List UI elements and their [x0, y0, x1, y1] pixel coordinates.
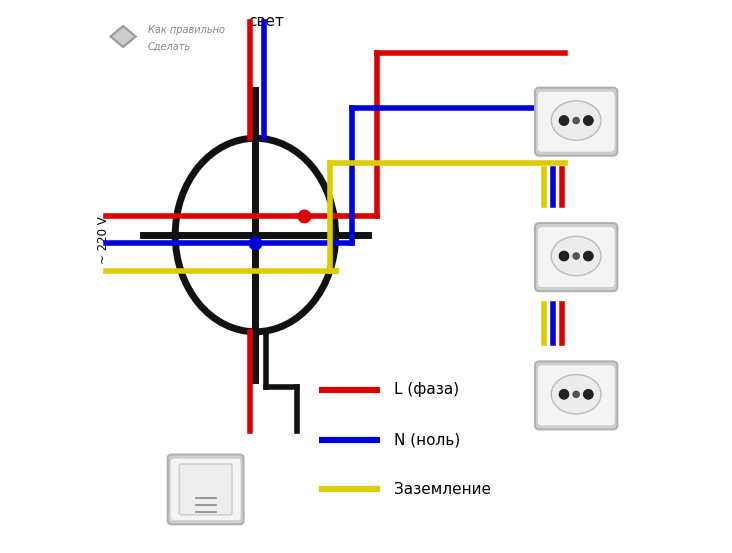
FancyBboxPatch shape [537, 365, 615, 426]
Text: N (ноль): N (ноль) [394, 432, 460, 447]
FancyBboxPatch shape [535, 362, 617, 429]
Text: L (фаза): L (фаза) [394, 382, 459, 398]
Ellipse shape [551, 374, 601, 414]
Text: свет: свет [248, 14, 285, 29]
FancyBboxPatch shape [179, 464, 232, 515]
Circle shape [559, 251, 569, 261]
Circle shape [559, 116, 569, 126]
FancyBboxPatch shape [537, 91, 615, 152]
FancyBboxPatch shape [168, 455, 244, 524]
Ellipse shape [551, 101, 601, 140]
Circle shape [583, 251, 593, 261]
Circle shape [573, 391, 580, 398]
FancyBboxPatch shape [170, 458, 242, 521]
Text: Сделать: Сделать [148, 41, 191, 51]
Ellipse shape [551, 236, 601, 276]
Polygon shape [111, 26, 135, 47]
Circle shape [559, 389, 569, 399]
Circle shape [583, 389, 593, 399]
Circle shape [573, 117, 580, 124]
Text: ~ 220 V: ~ 220 V [97, 217, 110, 264]
FancyBboxPatch shape [535, 87, 617, 156]
FancyBboxPatch shape [535, 223, 617, 291]
Text: Как правильно: Как правильно [148, 25, 225, 35]
Circle shape [583, 116, 593, 126]
Text: Заземление: Заземление [394, 482, 490, 497]
FancyBboxPatch shape [537, 227, 615, 288]
Circle shape [573, 253, 580, 259]
